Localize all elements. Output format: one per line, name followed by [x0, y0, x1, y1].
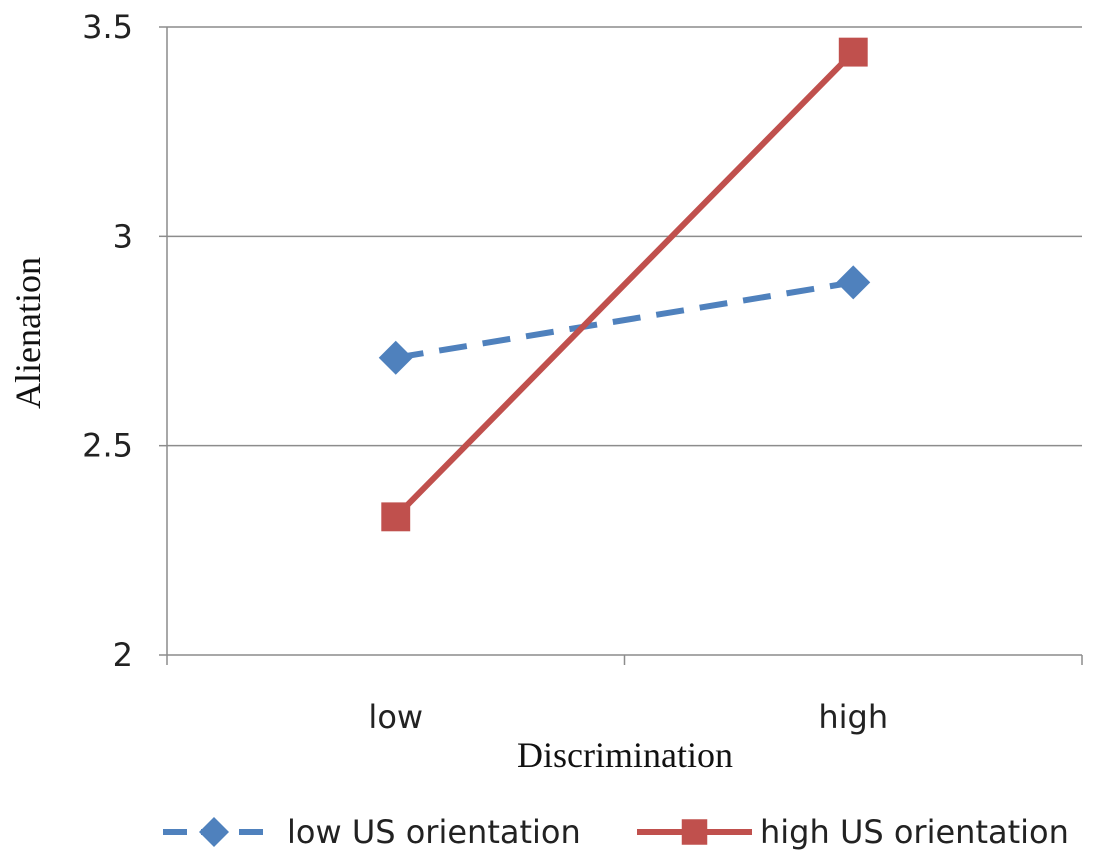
- x-tick-labels: low high: [368, 698, 888, 736]
- x-tick-label: low: [368, 698, 423, 736]
- series-group: [378, 37, 871, 532]
- data-point-diamond: [199, 817, 229, 847]
- y-axis-title: Alienation: [8, 257, 48, 409]
- data-point-square: [838, 37, 868, 67]
- data-point-diamond: [836, 265, 871, 300]
- legend-label: low US orientation: [287, 813, 581, 851]
- y-tick-label: 3.5: [82, 8, 133, 46]
- x-tick-label: high: [818, 698, 888, 736]
- legend: low US orientation high US orientation: [163, 813, 1069, 851]
- y-tick-label: 2: [113, 636, 133, 674]
- data-point-square: [381, 502, 411, 532]
- y-tick-label: 3: [113, 217, 133, 255]
- series-line-low-us-orientation: [395, 279, 854, 361]
- series-line-high-us-orientation: [393, 50, 856, 519]
- gridlines: [167, 26, 1082, 447]
- y-tick-label: 2.5: [82, 427, 133, 465]
- y-tick-labels: 2 2.5 3 3.5: [82, 8, 133, 674]
- x-axis-title: Discrimination: [517, 735, 733, 775]
- axes: [159, 26, 1083, 665]
- legend-label: high US orientation: [760, 813, 1069, 851]
- data-point-diamond: [378, 340, 413, 375]
- data-point-square: [681, 819, 708, 845]
